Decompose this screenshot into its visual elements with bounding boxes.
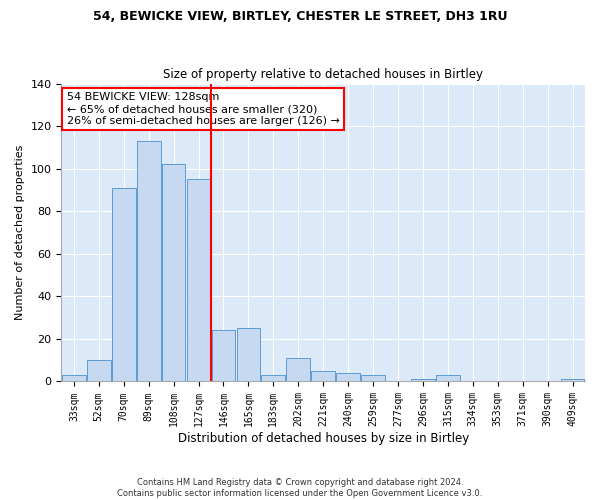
Text: 54, BEWICKE VIEW, BIRTLEY, CHESTER LE STREET, DH3 1RU: 54, BEWICKE VIEW, BIRTLEY, CHESTER LE ST… <box>93 10 507 23</box>
Bar <box>411 380 435 382</box>
Bar <box>311 371 335 382</box>
Text: 54 BEWICKE VIEW: 128sqm
← 65% of detached houses are smaller (320)
26% of semi-d: 54 BEWICKE VIEW: 128sqm ← 65% of detache… <box>67 92 340 126</box>
Bar <box>87 360 110 382</box>
Bar <box>262 375 285 382</box>
Text: Contains HM Land Registry data © Crown copyright and database right 2024.
Contai: Contains HM Land Registry data © Crown c… <box>118 478 482 498</box>
Bar <box>336 373 360 382</box>
Bar <box>112 188 136 382</box>
Bar <box>236 328 260 382</box>
Y-axis label: Number of detached properties: Number of detached properties <box>15 145 25 320</box>
Bar <box>286 358 310 382</box>
Title: Size of property relative to detached houses in Birtley: Size of property relative to detached ho… <box>163 68 483 81</box>
Bar <box>62 375 86 382</box>
X-axis label: Distribution of detached houses by size in Birtley: Distribution of detached houses by size … <box>178 432 469 445</box>
Bar <box>137 141 161 382</box>
Bar <box>560 380 584 382</box>
Bar <box>361 375 385 382</box>
Bar <box>162 164 185 382</box>
Bar <box>187 180 211 382</box>
Bar <box>212 330 235 382</box>
Bar <box>436 375 460 382</box>
